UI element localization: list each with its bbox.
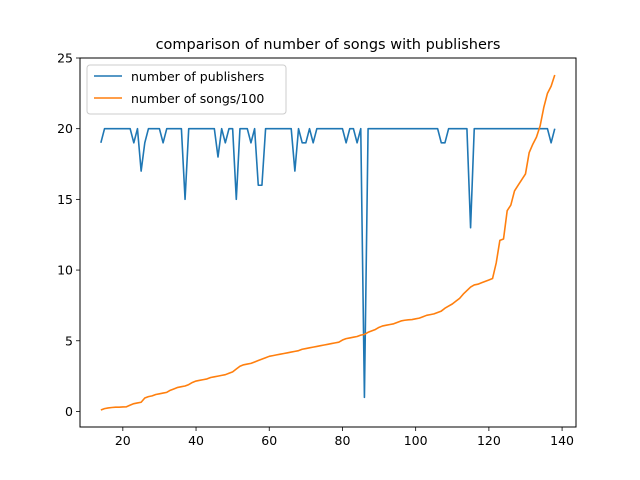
legend: number of publishers number of songs/100 — [86, 64, 287, 115]
x-tick-label: 140 — [550, 433, 574, 448]
legend-label-songs: number of songs/100 — [131, 91, 264, 106]
x-tick-label: 20 — [115, 433, 131, 448]
legend-label-publishers: number of publishers — [131, 69, 264, 84]
chart-title: comparison of number of songs with publi… — [156, 37, 501, 53]
x-tick-label: 120 — [477, 433, 501, 448]
y-tick-label: 5 — [65, 333, 73, 348]
x-tick-label: 80 — [335, 433, 351, 448]
x-tick-label: 40 — [188, 433, 204, 448]
y-tick-label: 25 — [57, 51, 73, 66]
plot-frame — [79, 57, 577, 428]
x-tick-label: 60 — [261, 433, 277, 448]
y-tick-label: 0 — [65, 404, 73, 419]
x-tick-label: 100 — [404, 433, 428, 448]
legend-box — [86, 64, 287, 115]
y-axis: 0 5 10 15 20 25 — [57, 51, 80, 419]
series-line-0 — [100, 127, 556, 399]
y-tick-label: 20 — [57, 121, 73, 136]
plot-lines — [100, 74, 556, 411]
series-line-1 — [100, 74, 556, 411]
y-tick-label: 10 — [57, 263, 73, 278]
x-axis: 20 40 60 80 100 120 140 — [115, 427, 574, 448]
y-tick-label: 15 — [57, 192, 73, 207]
